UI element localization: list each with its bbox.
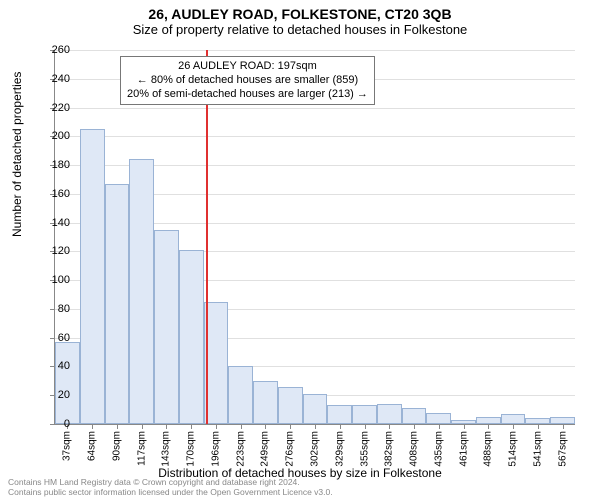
annotation-line-3: 20% of semi-detached houses are larger (…: [127, 88, 368, 102]
annotation-line-1: 26 AUDLEY ROAD: 197sqm: [127, 60, 368, 74]
histogram-bar: [179, 250, 204, 424]
histogram-bar: [377, 404, 402, 424]
x-tick: [340, 424, 341, 429]
histogram-bar: [80, 129, 105, 424]
y-tick-label: 80: [40, 303, 70, 315]
x-tick: [488, 424, 489, 429]
x-tick-label: 541sqm: [532, 431, 543, 467]
footer-copyright: Contains HM Land Registry data © Crown c…: [8, 478, 333, 498]
chart-area: 37sqm64sqm90sqm117sqm143sqm170sqm196sqm2…: [54, 50, 574, 424]
histogram-bar: [426, 413, 451, 425]
x-tick: [216, 424, 217, 429]
x-tick: [439, 424, 440, 429]
x-tick-label: 355sqm: [359, 431, 370, 467]
x-tick: [265, 424, 266, 429]
x-tick-label: 276sqm: [285, 431, 296, 467]
y-tick-label: 100: [40, 274, 70, 286]
histogram-bar: [278, 387, 303, 424]
reference-line: [206, 50, 208, 424]
y-tick-label: 120: [40, 245, 70, 257]
x-tick-label: 435sqm: [433, 431, 444, 467]
histogram-bar: [154, 230, 179, 424]
histogram-bar: [402, 408, 427, 424]
x-tick-label: 329sqm: [334, 431, 345, 467]
histogram-bar: [550, 417, 575, 424]
histogram-bar: [327, 405, 352, 424]
x-tick-label: 567sqm: [557, 431, 568, 467]
footer-line-2: Contains public sector information licen…: [8, 488, 333, 498]
x-tick: [538, 424, 539, 429]
x-tick: [464, 424, 465, 429]
annotation-line-2: ← 80% of detached houses are smaller (85…: [127, 74, 368, 88]
gridline: [55, 50, 575, 51]
page-title: 26, AUDLEY ROAD, FOLKESTONE, CT20 3QB: [0, 0, 600, 22]
y-axis-label: Number of detached properties: [10, 72, 24, 237]
x-tick: [389, 424, 390, 429]
x-tick: [315, 424, 316, 429]
histogram-bar: [105, 184, 130, 424]
x-tick-label: 249sqm: [260, 431, 271, 467]
y-tick-label: 40: [40, 360, 70, 372]
annotation-box: 26 AUDLEY ROAD: 197sqm← 80% of detached …: [120, 56, 375, 105]
x-tick-label: 64sqm: [87, 431, 98, 461]
y-tick-label: 20: [40, 389, 70, 401]
x-tick-label: 461sqm: [458, 431, 469, 467]
histogram-bar: [352, 405, 377, 424]
x-tick: [563, 424, 564, 429]
x-tick: [414, 424, 415, 429]
histogram-bar: [501, 414, 526, 424]
x-tick: [117, 424, 118, 429]
x-tick-label: 488sqm: [483, 431, 494, 467]
y-tick-label: 0: [40, 418, 70, 430]
x-tick: [241, 424, 242, 429]
y-tick-label: 220: [40, 102, 70, 114]
histogram-bar: [129, 159, 154, 424]
x-tick-label: 143sqm: [161, 431, 172, 467]
histogram-bar: [476, 417, 501, 424]
x-tick-label: 408sqm: [409, 431, 420, 467]
histogram-bar: [303, 394, 328, 424]
x-tick: [290, 424, 291, 429]
x-tick-label: 382sqm: [384, 431, 395, 467]
y-tick-label: 160: [40, 188, 70, 200]
x-tick-label: 514sqm: [508, 431, 519, 467]
histogram-bar: [228, 366, 253, 424]
y-tick-label: 240: [40, 73, 70, 85]
y-tick-label: 200: [40, 130, 70, 142]
x-tick: [142, 424, 143, 429]
histogram-bar: [253, 381, 278, 424]
x-tick-label: 223sqm: [235, 431, 246, 467]
x-tick: [166, 424, 167, 429]
y-tick-label: 60: [40, 332, 70, 344]
y-tick-label: 180: [40, 159, 70, 171]
x-tick-label: 170sqm: [186, 431, 197, 467]
gridline: [55, 136, 575, 137]
plot-area: 37sqm64sqm90sqm117sqm143sqm170sqm196sqm2…: [54, 50, 575, 425]
x-tick: [513, 424, 514, 429]
x-tick-label: 196sqm: [210, 431, 221, 467]
gridline: [55, 108, 575, 109]
x-tick: [191, 424, 192, 429]
x-tick-label: 302sqm: [310, 431, 321, 467]
x-tick-label: 90sqm: [111, 431, 122, 461]
y-tick-label: 140: [40, 217, 70, 229]
x-tick: [92, 424, 93, 429]
x-tick-label: 37sqm: [62, 431, 73, 461]
x-tick: [365, 424, 366, 429]
y-tick-label: 260: [40, 44, 70, 56]
histogram-bar: [55, 342, 80, 424]
x-tick-label: 117sqm: [136, 431, 147, 466]
page-subtitle: Size of property relative to detached ho…: [0, 22, 600, 41]
